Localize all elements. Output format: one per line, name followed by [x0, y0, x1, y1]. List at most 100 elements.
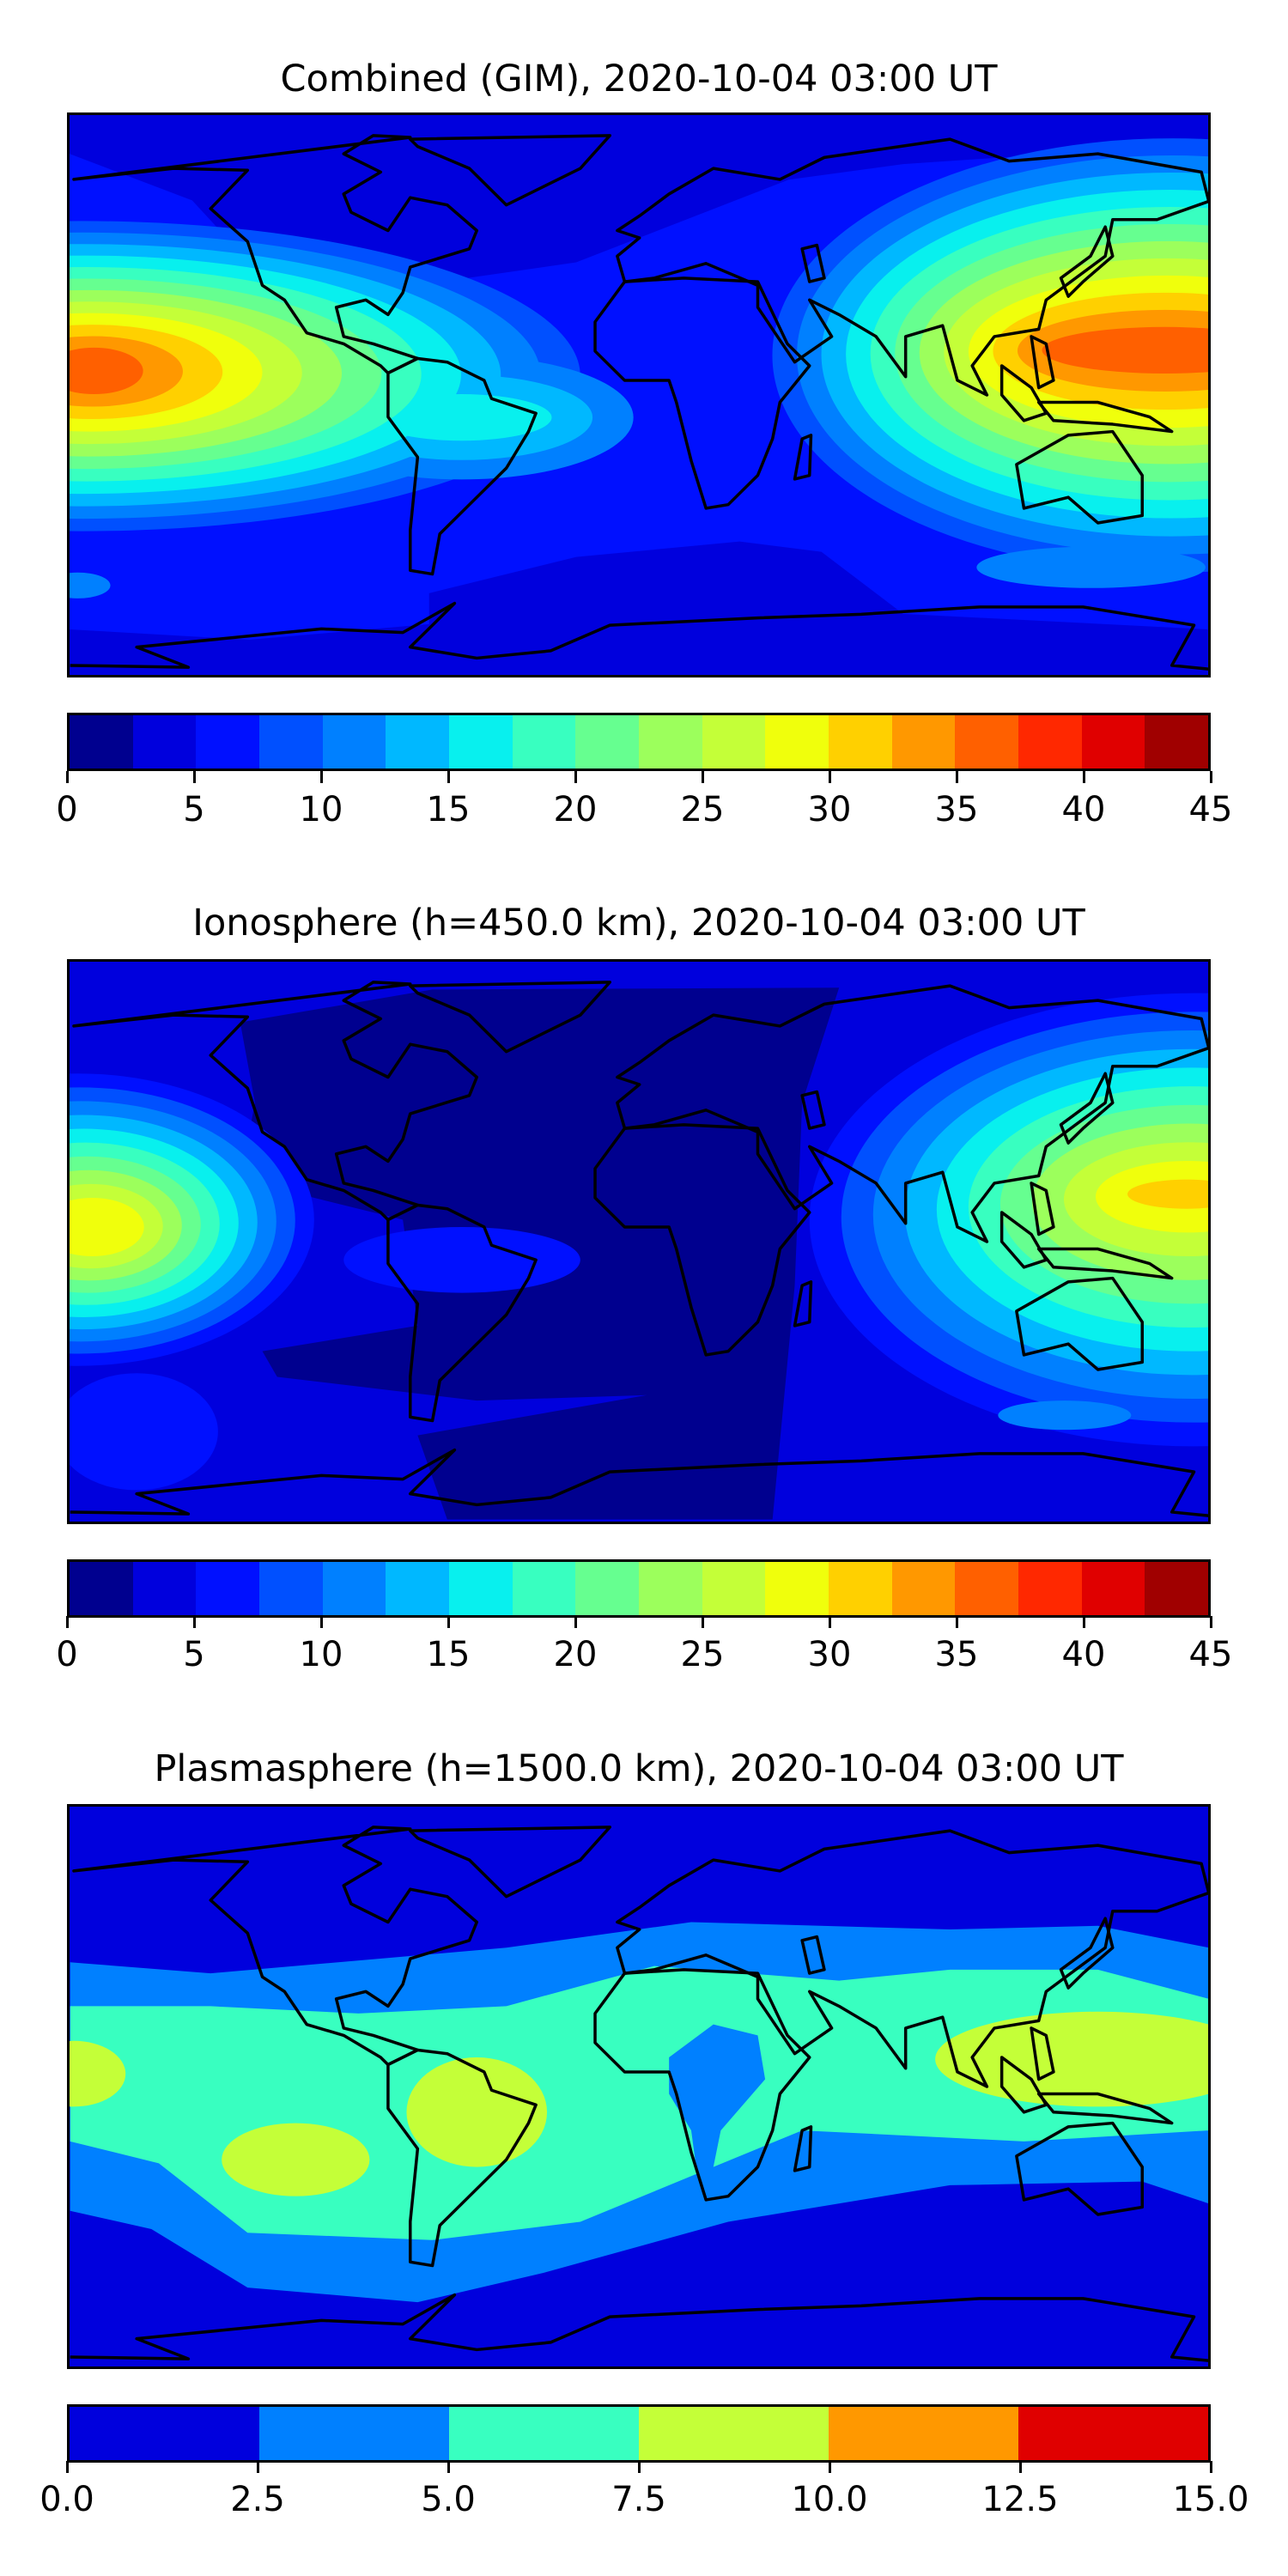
- coastline: [802, 246, 824, 283]
- colorbar-tick: [447, 2461, 450, 2473]
- colorbar-tick-label: 0: [56, 1635, 78, 1674]
- colorbar-tick-label: 30: [807, 1635, 852, 1674]
- colorbar-tick-label: 0: [56, 790, 78, 829]
- colorbar-level-2: [196, 715, 260, 769]
- colorbar-tick: [637, 2461, 641, 2473]
- colorbar-tick: [701, 771, 704, 783]
- coastlines: [70, 1827, 1208, 2360]
- contour-level: [343, 1226, 580, 1293]
- chart-title: Plasmasphere (h=1500.0 km), 2020-10-04 0…: [154, 1747, 1124, 1790]
- coastline: [1061, 227, 1113, 296]
- coastline: [617, 1831, 1208, 2087]
- colorbar-level-16: [1081, 1562, 1145, 1615]
- colorbar-level-15: [1018, 715, 1082, 769]
- colorbar-level-14: [955, 1562, 1019, 1615]
- coastline: [1002, 1212, 1047, 1267]
- contour-level: [976, 546, 1206, 588]
- colorbar-tick-label: 15: [426, 790, 471, 829]
- colorbar-tick: [828, 771, 831, 783]
- coastline: [70, 604, 1208, 670]
- coastline: [410, 136, 610, 205]
- contour-map: [70, 115, 1208, 675]
- colorbar-tick: [955, 1616, 958, 1628]
- coastline: [1061, 1073, 1113, 1143]
- colorbar-tick-label: 35: [934, 1635, 979, 1674]
- colorbar-tick-label: 45: [1188, 790, 1233, 829]
- colorbar-level-12: [829, 715, 892, 769]
- colorbar-ticks: 0.0 2.5 5.0 7.5 10.0 12.5 15.0: [39, 2461, 1249, 2530]
- coastline: [1017, 2123, 1142, 2215]
- colorbar-tick-label: 20: [553, 1635, 598, 1674]
- colorbar-level-4: [322, 1562, 386, 1615]
- colorbar-level-7: [512, 1562, 576, 1615]
- colorbar-level-8: [575, 715, 640, 769]
- coastline: [410, 1827, 610, 1897]
- colorbar-tick-label: 5: [183, 790, 205, 829]
- colorbar-tick-label: 45: [1188, 1635, 1233, 1674]
- colorbar-tick: [1082, 1616, 1085, 1628]
- colorbar-level-10: [702, 715, 766, 769]
- panel-plasmasphere: Plasmasphere (h=1500.0 km), 2020-10-04 0…: [0, 1692, 1288, 2537]
- colorbar-tick-label: 15.0: [1172, 2480, 1249, 2519]
- contour-level: [70, 347, 143, 395]
- contour-region: [70, 541, 1208, 675]
- colorbar-tick-label: 20: [553, 790, 598, 829]
- colorbar-tick-label: 25: [680, 790, 725, 829]
- contour-level: [222, 2123, 370, 2196]
- contour-level: [70, 572, 111, 598]
- coastline: [1039, 403, 1172, 432]
- colorbar-level-2: [449, 2407, 639, 2460]
- colorbar-tick: [955, 771, 958, 783]
- coastline: [1031, 337, 1054, 388]
- contour-level: [1127, 1179, 1208, 1209]
- colorbar-level-6: [449, 1562, 513, 1615]
- contour-level: [998, 1400, 1132, 1431]
- coastlines: [70, 982, 1208, 1516]
- colorbar-level-2: [196, 1562, 260, 1615]
- coastline: [1002, 366, 1047, 421]
- coastline: [595, 278, 810, 508]
- colorbar: [67, 2404, 1211, 2463]
- map-plot: [67, 112, 1211, 677]
- colorbar: [67, 1559, 1211, 1618]
- colorbar-tick-label: 35: [934, 790, 979, 829]
- map-plot: [67, 959, 1211, 1524]
- colorbar-tick-label: 15: [426, 1635, 471, 1674]
- colorbar-tick: [65, 1616, 69, 1628]
- colorbar-level-0: [70, 2407, 259, 2460]
- map-plot: [67, 1804, 1211, 2369]
- colorbar-tick-label: 40: [1061, 790, 1106, 829]
- colorbar-level-15: [1018, 1562, 1082, 1615]
- coastline: [1031, 1183, 1054, 1235]
- colorbar-ticks: 0 5 10 15 20 25 30 35 40 45: [56, 1616, 1232, 1685]
- colorbar-tick: [1209, 771, 1212, 783]
- coastline: [1039, 1249, 1172, 1279]
- colorbar-level-3: [639, 2407, 829, 2460]
- contour-level: [1042, 326, 1208, 374]
- colorbar-tick-label: 10: [299, 790, 343, 829]
- panel-ionosphere: Ionosphere (h=450.0 km), 2020-10-04 03:0…: [0, 847, 1288, 1692]
- contour-level: [372, 394, 552, 441]
- contour-region: [714, 349, 748, 376]
- contour-level: [70, 2040, 126, 2107]
- colorbar-level-3: [259, 715, 323, 769]
- colorbar-tick: [192, 771, 196, 783]
- colorbar-tick-label: 5: [183, 1635, 205, 1674]
- coastline: [1061, 1918, 1113, 1988]
- chart-title: Combined (GIM), 2020-10-04 03:00 UT: [280, 58, 998, 100]
- colorbar-tick-label: 2.5: [230, 2480, 285, 2519]
- coastlines: [70, 136, 1208, 669]
- coastline: [617, 986, 1208, 1242]
- colorbar-level-9: [639, 1562, 702, 1615]
- colorbar-level-4: [322, 715, 386, 769]
- colorbar-tick: [701, 1616, 704, 1628]
- contour-level: [935, 2011, 1208, 2107]
- colorbar-tick: [447, 1616, 450, 1628]
- coastline: [388, 358, 536, 574]
- colorbar-tick-label: 10: [299, 1635, 343, 1674]
- colorbar-level-11: [765, 1562, 829, 1615]
- colorbar-tick: [65, 771, 69, 783]
- colorbar-tick: [828, 1616, 831, 1628]
- colorbar-level-10: [702, 1562, 766, 1615]
- contour-region: [669, 2024, 766, 2185]
